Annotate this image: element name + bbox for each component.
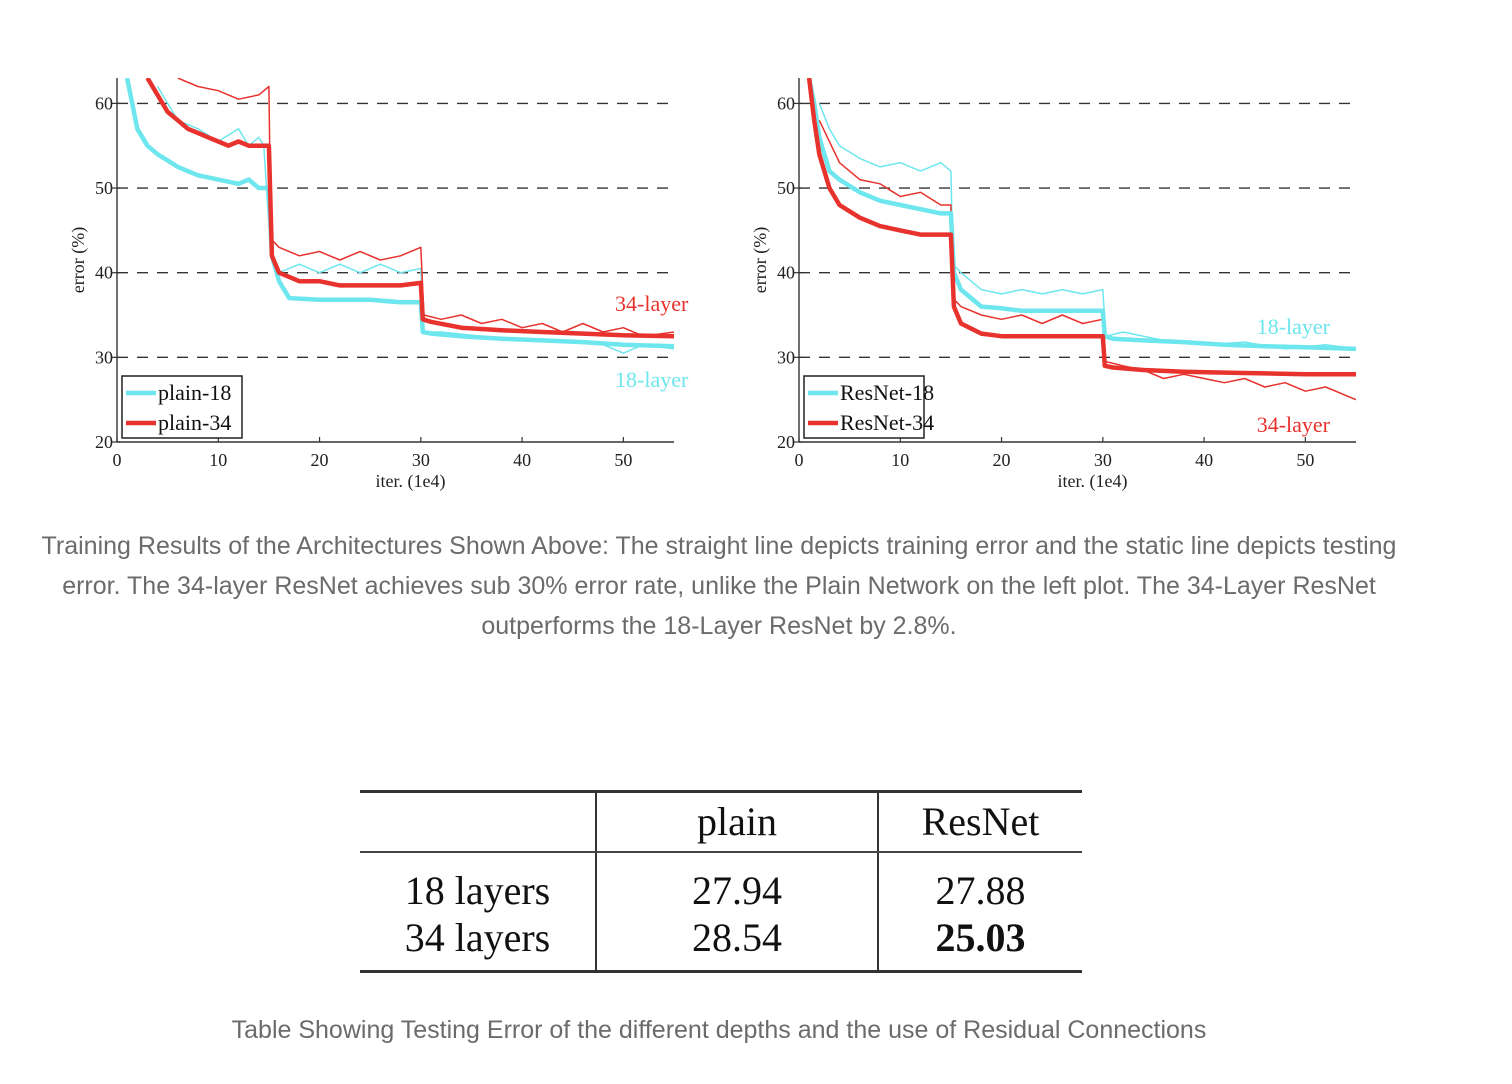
x-tick-label: 0 xyxy=(795,450,804,470)
y-tick-label: 60 xyxy=(777,93,795,113)
y-tick-label: 60 xyxy=(95,93,113,113)
table-row: 18 layers 27.94 27.88 xyxy=(360,851,1082,914)
x-tick-label: 50 xyxy=(614,450,632,470)
legend-label: ResNet-18 xyxy=(840,380,934,405)
charts-area: 20 30 40 50 60 0 10 20 30 40 50 iter. (1e4) error (%… xyxy=(0,0,1512,510)
table-header-row: plain ResNet xyxy=(360,791,1082,853)
x-tick-label: 40 xyxy=(513,450,531,470)
x-tick-label: 10 xyxy=(891,450,909,470)
table-header-plain: plain xyxy=(596,791,879,853)
plain-value: 27.94 xyxy=(596,851,879,914)
y-tick-label: 40 xyxy=(95,263,113,283)
plain-network-chart: 20 30 40 50 60 0 10 20 30 40 50 iter. (1e4) error (%… xyxy=(68,78,689,492)
table-header-blank xyxy=(360,791,597,853)
y-tick-label: 20 xyxy=(95,432,113,452)
series-line-resnet-18-train xyxy=(806,78,1356,352)
y-tick-label: 30 xyxy=(777,347,795,367)
legend-box xyxy=(803,375,925,439)
table-header-resnet: ResNet xyxy=(878,791,1082,853)
legend-box xyxy=(121,375,243,439)
y-axis-label: error (%) xyxy=(68,227,89,293)
series-line-plain-18-train xyxy=(124,78,674,349)
y-tick-label: 40 xyxy=(777,263,795,283)
series-line-resnet-34-test xyxy=(818,119,1356,401)
x-axis-label: iter. (1e4) xyxy=(1058,471,1128,492)
series-line-plain-18-test xyxy=(156,86,674,354)
x-tick-label: 20 xyxy=(993,450,1011,470)
x-tick-label: 10 xyxy=(209,450,227,470)
testing-error-table: plain ResNet 18 layers 27.94 27.88 34 la… xyxy=(360,790,1082,973)
legend-label: plain-34 xyxy=(158,410,231,435)
legend: plain-18 plain-34 xyxy=(121,375,243,439)
series-line-plain-34-test xyxy=(177,78,674,337)
x-tick-label: 30 xyxy=(412,450,430,470)
y-axis-label: error (%) xyxy=(750,227,771,293)
legend: ResNet-18 ResNet-34 xyxy=(803,375,934,439)
x-axis-label: iter. (1e4) xyxy=(376,471,446,492)
figure-caption: Training Results of the Architectures Sh… xyxy=(41,532,1397,640)
series-annotation: 34-layer xyxy=(1257,412,1331,437)
x-tick-label: 0 xyxy=(113,450,122,470)
resnet-chart: 20 30 40 50 60 0 10 20 30 40 50 iter. (1e4) error (%… xyxy=(750,78,1356,492)
legend-label: ResNet-34 xyxy=(840,410,934,435)
legend-label: plain-18 xyxy=(158,380,231,405)
x-tick-label: 20 xyxy=(311,450,329,470)
y-tick-label: 50 xyxy=(777,178,795,198)
series-annotation: 18-layer xyxy=(615,367,689,392)
series-line-resnet-34-train xyxy=(806,78,1356,377)
series-line-plain-34-train xyxy=(145,78,674,339)
table-caption: Table Showing Testing Error of the diffe… xyxy=(231,1016,1207,1044)
y-tick-label: 30 xyxy=(95,347,113,367)
series-annotation: 18-layer xyxy=(1257,314,1331,339)
plain-value: 28.54 xyxy=(596,913,879,972)
table-row: 34 layers 28.54 25.03 xyxy=(360,913,1082,972)
row-label: 34 layers xyxy=(360,913,597,972)
resnet-value-best: 25.03 xyxy=(935,914,1026,960)
resnet-value: 27.88 xyxy=(935,867,1026,913)
x-tick-label: 40 xyxy=(1195,450,1213,470)
x-tick-label: 30 xyxy=(1094,450,1112,470)
row-label: 18 layers xyxy=(360,851,597,914)
x-tick-label: 50 xyxy=(1296,450,1314,470)
series-annotation: 34-layer xyxy=(615,291,689,316)
y-tick-label: 20 xyxy=(777,432,795,452)
y-tick-label: 50 xyxy=(95,178,113,198)
